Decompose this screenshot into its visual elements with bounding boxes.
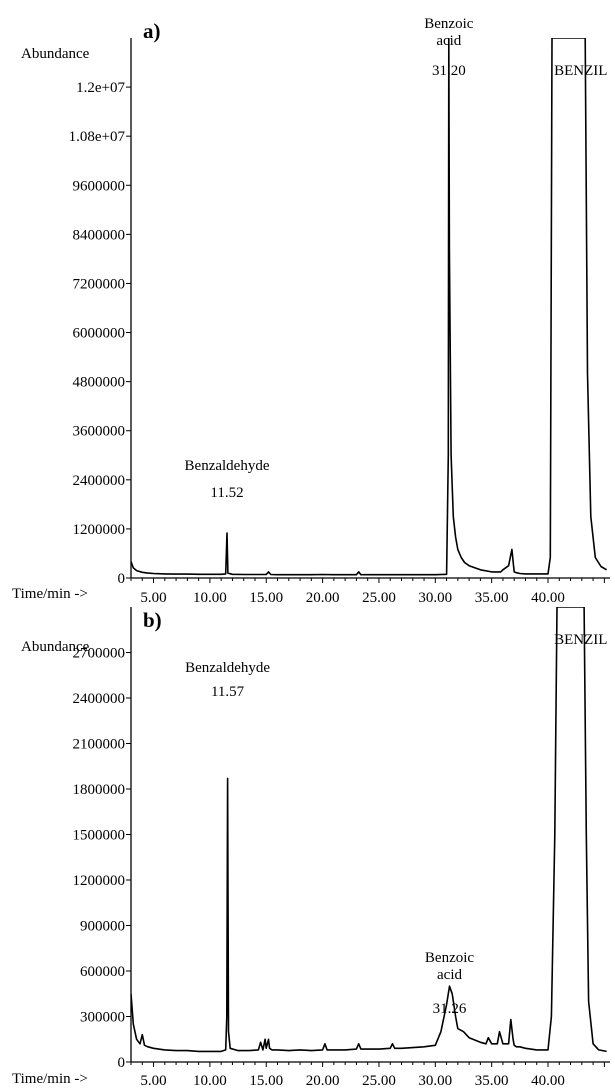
panel-a-x-tick-label: 40.00 xyxy=(531,590,565,606)
panel-b-peak-annotation: 11.57 xyxy=(211,684,245,700)
panel-b-peak-annotation: 31.26 xyxy=(433,1001,467,1017)
panel-b-y-tick-label: 0 xyxy=(118,1055,126,1071)
panel-a-x-tick-label: 30.00 xyxy=(418,590,452,606)
panel-a-y-tick-label: 9600000 xyxy=(73,178,126,194)
panel-b-x-tick-label: 35.00 xyxy=(475,1073,509,1089)
panel-b-y-tick-label: 600000 xyxy=(80,964,125,980)
panel-a-x-tick-label: 20.00 xyxy=(306,590,340,606)
panel-a-y-tick-label: 3600000 xyxy=(73,424,126,440)
panel-b-y-tick-label: 2100000 xyxy=(73,737,126,753)
panel-b-y-tick-label: 1200000 xyxy=(73,873,126,889)
panel-b-y-tick-label: 2700000 xyxy=(73,646,126,662)
panel-b-ylabel: Abundance xyxy=(21,639,90,655)
panel-a-peak-annotation: 31.20 xyxy=(432,63,466,79)
panel-b-label: b) xyxy=(143,608,162,632)
panel-a-peak-annotation: Benzoic xyxy=(424,16,473,32)
panel-b-chromatogram-line xyxy=(131,607,607,1053)
panel-b-xlabel: Time/min -> xyxy=(12,1071,88,1087)
panel-a-x-tick-label: 35.00 xyxy=(475,590,509,606)
panel-b-y-tick-label: 1800000 xyxy=(73,782,126,798)
panel-b-plot-area: 0 300000 600000 900000 1200000 1500000 1800000… xyxy=(73,607,610,1089)
panel-a-y-tick-label: 1.2e+07 xyxy=(76,80,125,96)
panel-a-y-tick-label: 2400000 xyxy=(73,473,126,489)
panel-b-peak-annotation: Benzoic xyxy=(425,950,474,966)
panel-a-peak-annotation: BENZIL xyxy=(554,63,607,79)
panel-a-y-tick-label: 1200000 xyxy=(73,522,126,538)
panel-a-y-tick-label: 8400000 xyxy=(73,227,126,243)
panel-a-peak-annotation: Benzaldehyde xyxy=(185,458,270,474)
panel-b-y-tick-label: 1500000 xyxy=(73,828,126,844)
panel-a-x-tick-label: 15.00 xyxy=(249,590,283,606)
panel-a: a) Abundance Time/min -> 0 1200000 2400000… xyxy=(12,16,610,606)
panel-a-ylabel: Abundance xyxy=(21,46,90,62)
panel-b-y-tick-label: 300000 xyxy=(80,1010,125,1026)
panel-a-x-tick-label: 10.00 xyxy=(193,590,227,606)
panel-b-y-tick-label: 2400000 xyxy=(73,691,126,707)
panel-a-xlabel: Time/min -> xyxy=(12,586,88,602)
panel-b: b) Abundance Time/min -> 0 300000 600000 90… xyxy=(12,607,610,1089)
panel-b-peak-annotation: acid xyxy=(437,967,462,983)
panel-a-peak-annotation: acid xyxy=(436,33,461,49)
panel-a-plot-area: 0 1200000 2400000 3600000 4800000 6000000 7200… xyxy=(69,16,610,606)
panel-a-label: a) xyxy=(143,19,161,43)
panel-b-x-tick-label: 10.00 xyxy=(193,1073,227,1089)
panel-a-y-tick-label: 6000000 xyxy=(73,326,126,342)
panel-a-y-tick-label: 4800000 xyxy=(73,375,126,391)
panel-a-x-tick-label: 25.00 xyxy=(362,590,396,606)
panel-b-x-tick-label: 15.00 xyxy=(249,1073,283,1089)
panel-a-peak-annotation: 11.52 xyxy=(210,485,243,501)
panel-b-x-tick-label: 20.00 xyxy=(306,1073,340,1089)
panel-a-y-tick-label: 7200000 xyxy=(73,276,126,292)
panel-b-x-tick-label: 30.00 xyxy=(418,1073,452,1089)
panel-b-x-tick-label: 40.00 xyxy=(531,1073,565,1089)
panel-b-x-tick-label: 5.00 xyxy=(140,1073,166,1089)
panel-a-chromatogram-line xyxy=(131,38,608,576)
panel-b-peak-annotation: Benzaldehyde xyxy=(185,660,270,676)
panel-b-x-tick-label: 25.00 xyxy=(362,1073,396,1089)
panel-a-x-tick-label: 5.00 xyxy=(140,590,166,606)
panel-a-y-tick-label: 0 xyxy=(118,571,126,587)
panel-a-y-tick-label: 1.08e+07 xyxy=(69,129,126,145)
panel-b-peak-annotation: BENZIL xyxy=(554,632,607,648)
panel-b-y-tick-label: 900000 xyxy=(80,919,125,935)
